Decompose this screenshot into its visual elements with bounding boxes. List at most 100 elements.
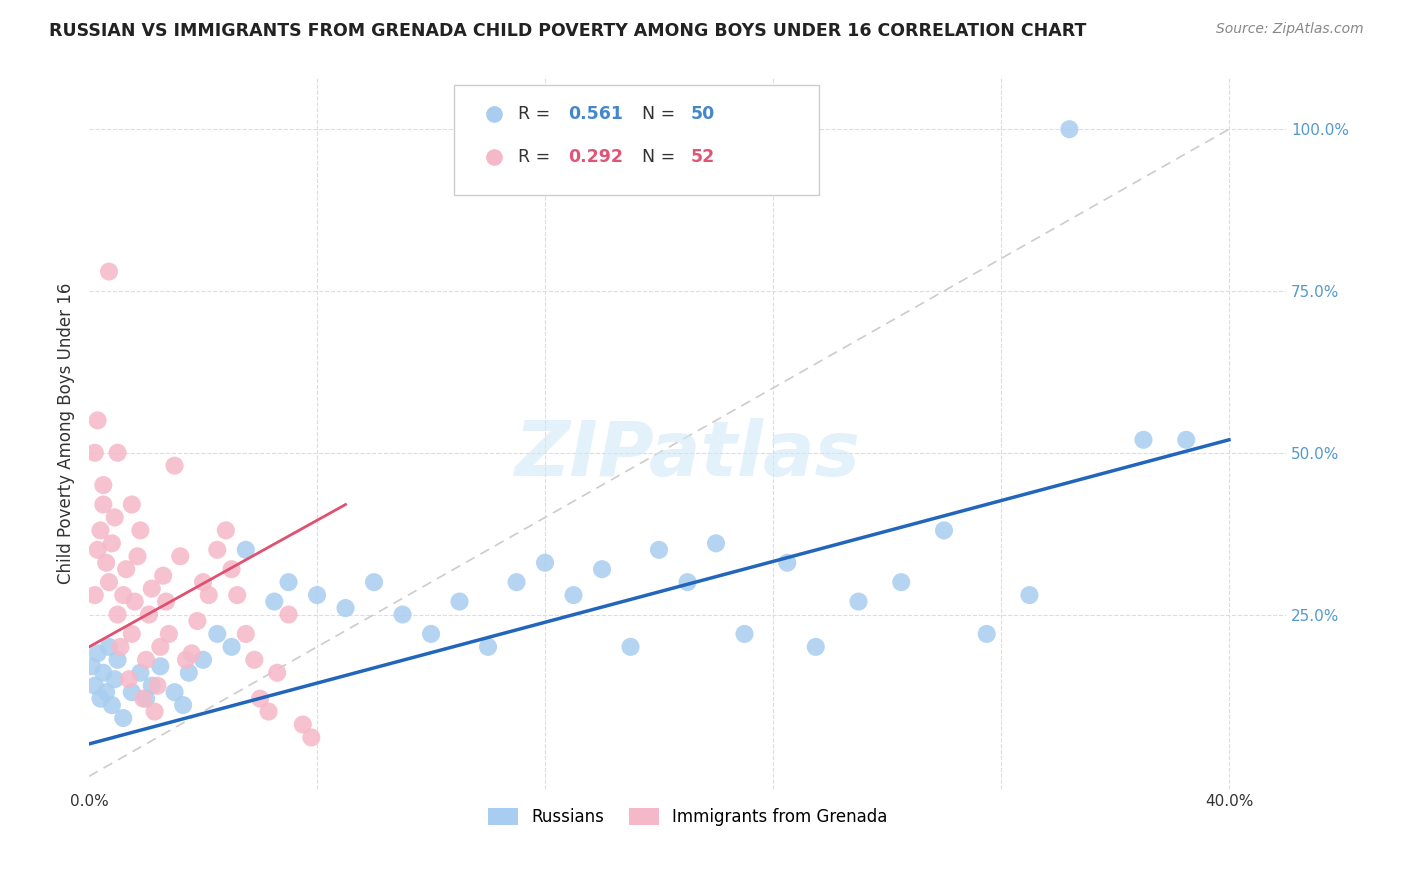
Point xyxy=(1018,588,1040,602)
Point xyxy=(277,575,299,590)
Point xyxy=(776,556,799,570)
Point xyxy=(104,510,127,524)
Point xyxy=(98,264,121,278)
Point xyxy=(118,672,141,686)
Point xyxy=(91,498,114,512)
Point xyxy=(221,640,243,654)
Point xyxy=(107,446,129,460)
Point xyxy=(277,607,299,622)
Point xyxy=(132,691,155,706)
Point xyxy=(619,640,641,654)
Text: N =: N = xyxy=(643,148,681,166)
Point xyxy=(157,627,180,641)
Point xyxy=(263,594,285,608)
Point xyxy=(121,685,143,699)
Point xyxy=(124,594,146,608)
Point xyxy=(1059,122,1081,136)
Point xyxy=(101,536,124,550)
FancyBboxPatch shape xyxy=(454,85,820,194)
Point xyxy=(96,685,118,699)
Point xyxy=(86,413,108,427)
Text: R =: R = xyxy=(517,105,555,123)
Point xyxy=(235,542,257,557)
Point xyxy=(562,588,585,602)
Point xyxy=(363,575,385,590)
Point xyxy=(89,691,111,706)
Point xyxy=(107,607,129,622)
Point xyxy=(186,614,208,628)
Text: N =: N = xyxy=(643,105,681,123)
Point xyxy=(477,640,499,654)
Point xyxy=(257,705,280,719)
Point xyxy=(505,575,527,590)
Point xyxy=(89,524,111,538)
Point xyxy=(976,627,998,641)
Point xyxy=(191,653,214,667)
Point xyxy=(804,640,827,654)
Point xyxy=(704,536,727,550)
Point xyxy=(163,458,186,473)
Point xyxy=(172,698,194,712)
Point xyxy=(391,607,413,622)
Point xyxy=(169,549,191,564)
Point xyxy=(932,524,955,538)
Point xyxy=(83,446,105,460)
Point xyxy=(86,646,108,660)
Point xyxy=(207,627,229,641)
Point xyxy=(449,594,471,608)
Point xyxy=(112,588,135,602)
Point xyxy=(138,607,160,622)
Point xyxy=(197,588,219,602)
Y-axis label: Child Poverty Among Boys Under 16: Child Poverty Among Boys Under 16 xyxy=(58,283,75,584)
Point xyxy=(221,562,243,576)
Point xyxy=(152,568,174,582)
Point xyxy=(226,588,249,602)
Point xyxy=(80,659,103,673)
Point xyxy=(420,627,443,641)
Point xyxy=(305,588,328,602)
Point xyxy=(110,640,132,654)
Text: ZIPatlas: ZIPatlas xyxy=(515,417,860,491)
Point xyxy=(107,653,129,667)
Point xyxy=(135,691,157,706)
Point xyxy=(163,685,186,699)
Point xyxy=(146,679,169,693)
Point xyxy=(101,698,124,712)
Text: 52: 52 xyxy=(692,148,716,166)
Text: RUSSIAN VS IMMIGRANTS FROM GRENADA CHILD POVERTY AMONG BOYS UNDER 16 CORRELATION: RUSSIAN VS IMMIGRANTS FROM GRENADA CHILD… xyxy=(49,22,1087,40)
Point xyxy=(215,524,238,538)
Point xyxy=(129,524,152,538)
Point xyxy=(86,542,108,557)
Text: 50: 50 xyxy=(692,105,716,123)
Point xyxy=(141,679,163,693)
Point xyxy=(648,542,671,557)
Point xyxy=(83,679,105,693)
Point xyxy=(91,665,114,680)
Point xyxy=(149,640,172,654)
Point xyxy=(534,556,557,570)
Text: R =: R = xyxy=(517,148,555,166)
Point xyxy=(727,122,749,136)
Point xyxy=(191,575,214,590)
Point xyxy=(1175,433,1198,447)
Point xyxy=(129,665,152,680)
Point xyxy=(890,575,912,590)
Point xyxy=(83,588,105,602)
Point xyxy=(299,731,322,745)
Point xyxy=(591,562,613,576)
Point xyxy=(174,653,197,667)
Text: 0.292: 0.292 xyxy=(568,148,623,166)
Point xyxy=(243,653,266,667)
Point xyxy=(235,627,257,641)
Point xyxy=(335,601,357,615)
Point xyxy=(98,640,121,654)
Text: 0.561: 0.561 xyxy=(568,105,623,123)
Point xyxy=(141,582,163,596)
Point xyxy=(135,653,157,667)
Point xyxy=(91,478,114,492)
Point xyxy=(96,556,118,570)
Text: Source: ZipAtlas.com: Source: ZipAtlas.com xyxy=(1216,22,1364,37)
Point xyxy=(155,594,177,608)
Point xyxy=(207,542,229,557)
Point xyxy=(180,646,202,660)
